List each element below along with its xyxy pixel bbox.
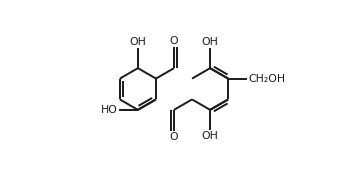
Text: OH: OH [129,37,147,47]
Text: OH: OH [201,37,219,47]
Text: OH: OH [201,131,219,141]
Text: HO: HO [101,105,117,115]
Text: O: O [170,36,178,46]
Text: O: O [170,132,178,142]
Text: CH₂OH: CH₂OH [249,74,286,84]
